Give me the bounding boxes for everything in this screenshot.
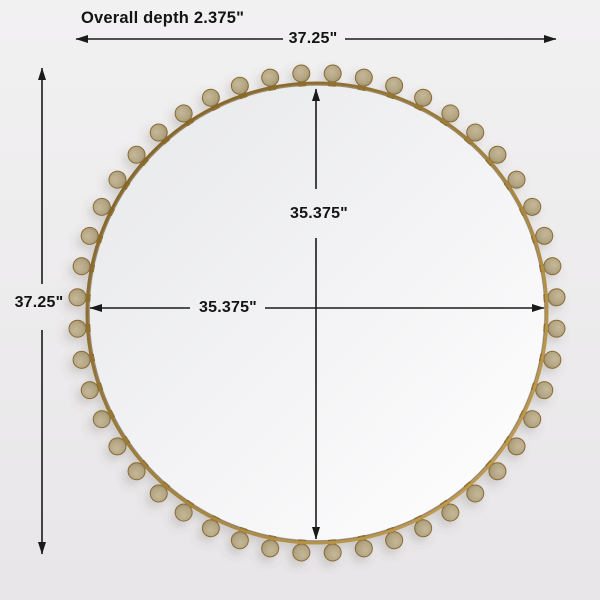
bead-disc xyxy=(174,503,193,522)
bead-disc xyxy=(543,350,562,369)
bead-disc xyxy=(507,170,526,189)
mirror-width-label: 35.375" xyxy=(199,299,257,316)
overall-depth-label: Overall depth 2.375" xyxy=(81,9,245,27)
bead-disc xyxy=(230,531,249,550)
bead xyxy=(503,170,526,190)
bead-disc xyxy=(543,257,562,276)
bead-disc xyxy=(535,226,554,245)
overall-width-label: 37.25" xyxy=(288,30,338,47)
mirror-glass xyxy=(90,86,544,540)
bead-disc xyxy=(68,288,87,307)
mirror-rim xyxy=(85,81,549,545)
bead-disc xyxy=(292,543,311,562)
bead-disc xyxy=(547,319,566,338)
bead-disc xyxy=(323,543,342,562)
bead xyxy=(149,481,170,503)
bead-disc xyxy=(68,319,87,338)
bead-disc xyxy=(441,503,460,522)
dimension-lines xyxy=(38,35,557,555)
overall-height-label: 37.25" xyxy=(14,294,64,311)
bead xyxy=(530,226,554,245)
bead-disc xyxy=(292,64,311,83)
bead-disc xyxy=(535,381,554,400)
bead-disc xyxy=(507,437,526,456)
bead-disc xyxy=(261,539,280,558)
bead-disc xyxy=(354,539,373,558)
bead-disc xyxy=(547,288,566,307)
mirror-rim-inner-line xyxy=(88,84,546,542)
bead-disc xyxy=(323,64,342,83)
bead xyxy=(92,197,115,216)
bead-disc xyxy=(385,531,404,550)
round-beaded-mirror xyxy=(68,64,566,562)
mirror-height-label: 35.375" xyxy=(290,205,348,222)
